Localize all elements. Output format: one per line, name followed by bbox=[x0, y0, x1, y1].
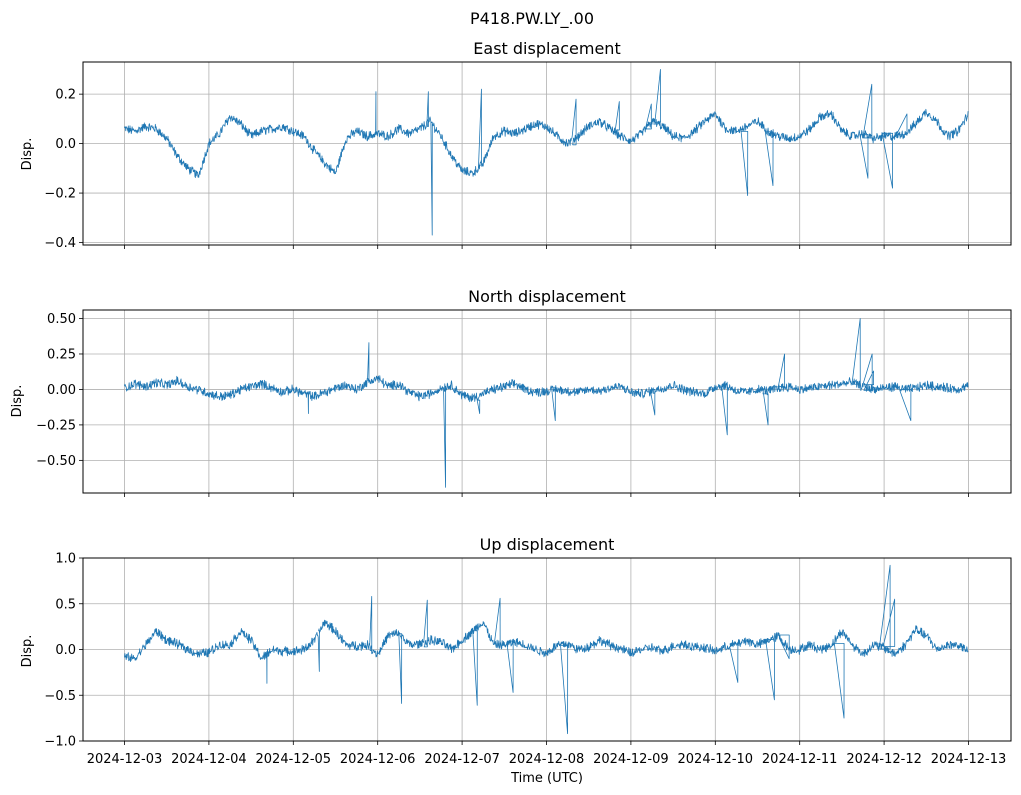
panel-title: North displacement bbox=[468, 287, 626, 306]
grid bbox=[83, 62, 1011, 245]
y-tick-label: 0.5 bbox=[55, 597, 76, 612]
y-tick-label: 0.0 bbox=[55, 643, 76, 658]
series-line bbox=[124, 564, 969, 735]
y-tick-label: −0.25 bbox=[36, 418, 76, 433]
x-tick-label: 2024-12-04 bbox=[171, 752, 247, 767]
grid bbox=[83, 310, 1011, 493]
x-tick-label: 2024-12-06 bbox=[340, 752, 416, 767]
x-ticks bbox=[124, 493, 969, 497]
y-ticks: −0.4 −0.2 0.0 0.2 bbox=[44, 88, 83, 251]
panel-north: North displacement Disp. −0.50 −0.25 0.00 0… bbox=[10, 287, 1012, 497]
panel-up: Up displacement Disp. −1.0−0.50.00.51.0 … bbox=[20, 535, 1012, 767]
y-tick-label: 0.0 bbox=[55, 137, 76, 152]
y-tick-label: −0.50 bbox=[36, 454, 76, 469]
x-tick-label: 2024-12-08 bbox=[509, 752, 585, 767]
x-ticks bbox=[124, 245, 969, 249]
y-ticks: −1.0 −0.5 0.0 0.5 1.0 bbox=[44, 552, 83, 750]
y-tick-label: −0.2 bbox=[44, 187, 76, 202]
y-tick-label: −1.0 bbox=[44, 735, 76, 750]
series-line bbox=[124, 318, 969, 488]
y-tick-label: 0.25 bbox=[47, 347, 76, 362]
y-tick-label: 0.2 bbox=[55, 88, 76, 103]
series-east bbox=[124, 69, 969, 236]
panel-title: East displacement bbox=[473, 39, 620, 58]
x-tick-label: 2024-12-09 bbox=[593, 752, 669, 767]
x-tick-label: 2024-12-13 bbox=[931, 752, 1007, 767]
x-axis-label: Time (UTC) bbox=[510, 771, 583, 786]
plot-frame bbox=[82, 309, 1012, 494]
grid bbox=[83, 557, 1011, 742]
x-tick-label: 2024-12-03 bbox=[87, 752, 163, 767]
y-axis-label: Disp. bbox=[20, 138, 35, 171]
series-line bbox=[124, 69, 969, 236]
x-tick-label: 2024-12-12 bbox=[846, 752, 922, 767]
x-tick-label: 2024-12-10 bbox=[678, 752, 754, 767]
figure-suptitle: P418.PW.LY_.00 bbox=[470, 9, 594, 29]
x-tick-label: 2024-12-05 bbox=[256, 752, 332, 767]
x-ticks: 2024-12-03 2024-12-04 2024-12-05 2024-12-06… bbox=[87, 741, 1007, 767]
x-tick-label: 2024-12-11 bbox=[762, 752, 838, 767]
series-up bbox=[124, 564, 969, 735]
y-axis-label: Disp. bbox=[20, 635, 35, 668]
y-tick-label: 0.50 bbox=[47, 312, 76, 327]
plot-frame bbox=[82, 61, 1012, 246]
y-tick-label: 1.0 bbox=[55, 552, 76, 567]
y-axis-label: Disp. bbox=[10, 385, 25, 418]
y-tick-label: −0.4 bbox=[44, 236, 76, 251]
panel-title: Up displacement bbox=[480, 535, 615, 554]
panel-east: East displacement Disp. −0.4 −0.2 0.0 0.2 bbox=[20, 39, 1012, 251]
series-north bbox=[124, 318, 969, 488]
y-tick-label: 0.00 bbox=[47, 383, 76, 398]
y-ticks: −0.50 −0.25 0.00 0.25 0.50 bbox=[36, 312, 83, 469]
y-tick-label: −0.5 bbox=[44, 689, 76, 704]
x-tick-label: 2024-12-07 bbox=[424, 752, 500, 767]
